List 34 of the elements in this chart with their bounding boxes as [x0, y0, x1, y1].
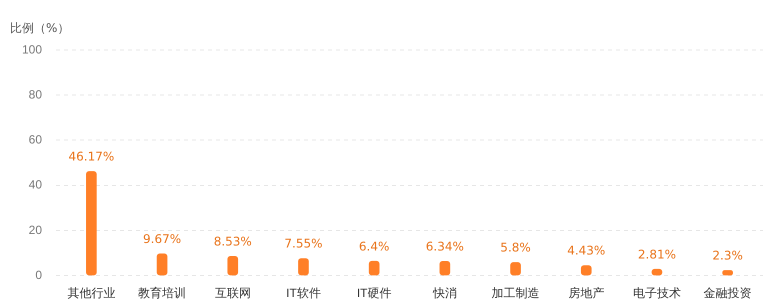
y-tick-label: 0	[35, 268, 42, 282]
data-label: 7.55%	[284, 236, 323, 251]
data-label: 5.8%	[500, 240, 531, 255]
x-tick-label: 其他行业	[67, 286, 116, 300]
bar	[440, 260, 450, 276]
data-label: 2.81%	[638, 247, 676, 262]
x-tick-label: 金融投资	[704, 286, 752, 300]
bar	[227, 256, 238, 276]
x-tick-label: 电子技术	[632, 286, 681, 300]
data-label: 46.17%	[68, 150, 114, 164]
x-tick-label: 快消	[432, 286, 457, 300]
bar	[156, 253, 168, 276]
data-label: 2.3%	[712, 248, 743, 263]
x-tick-label: 互联网	[214, 286, 251, 300]
x-tick-label: 教育培训	[138, 286, 186, 300]
y-tick-label: 40	[28, 178, 42, 192]
x-tick-label: IT软件	[286, 286, 321, 300]
data-label: 6.4%	[358, 239, 390, 254]
y-tick-label: 60	[28, 132, 42, 147]
bar	[510, 262, 521, 276]
data-label: 4.43%	[567, 244, 606, 258]
x-tick-label: 加工制造	[492, 286, 540, 300]
y-tick-label: 20	[28, 222, 42, 237]
bar	[368, 260, 380, 276]
x-tick-label: 房地产	[568, 286, 604, 300]
bar	[86, 171, 97, 276]
data-label: 6.34%	[426, 239, 464, 254]
data-label: 8.53%	[214, 234, 252, 248]
x-tick-label: IT硬件	[356, 286, 392, 300]
y-tick-label: 100	[22, 42, 42, 56]
bar	[298, 258, 309, 276]
y-tick-label: 80	[28, 87, 42, 102]
data-label: 9.67%	[143, 232, 182, 246]
y-axis-title: 比例（%）	[10, 20, 70, 37]
